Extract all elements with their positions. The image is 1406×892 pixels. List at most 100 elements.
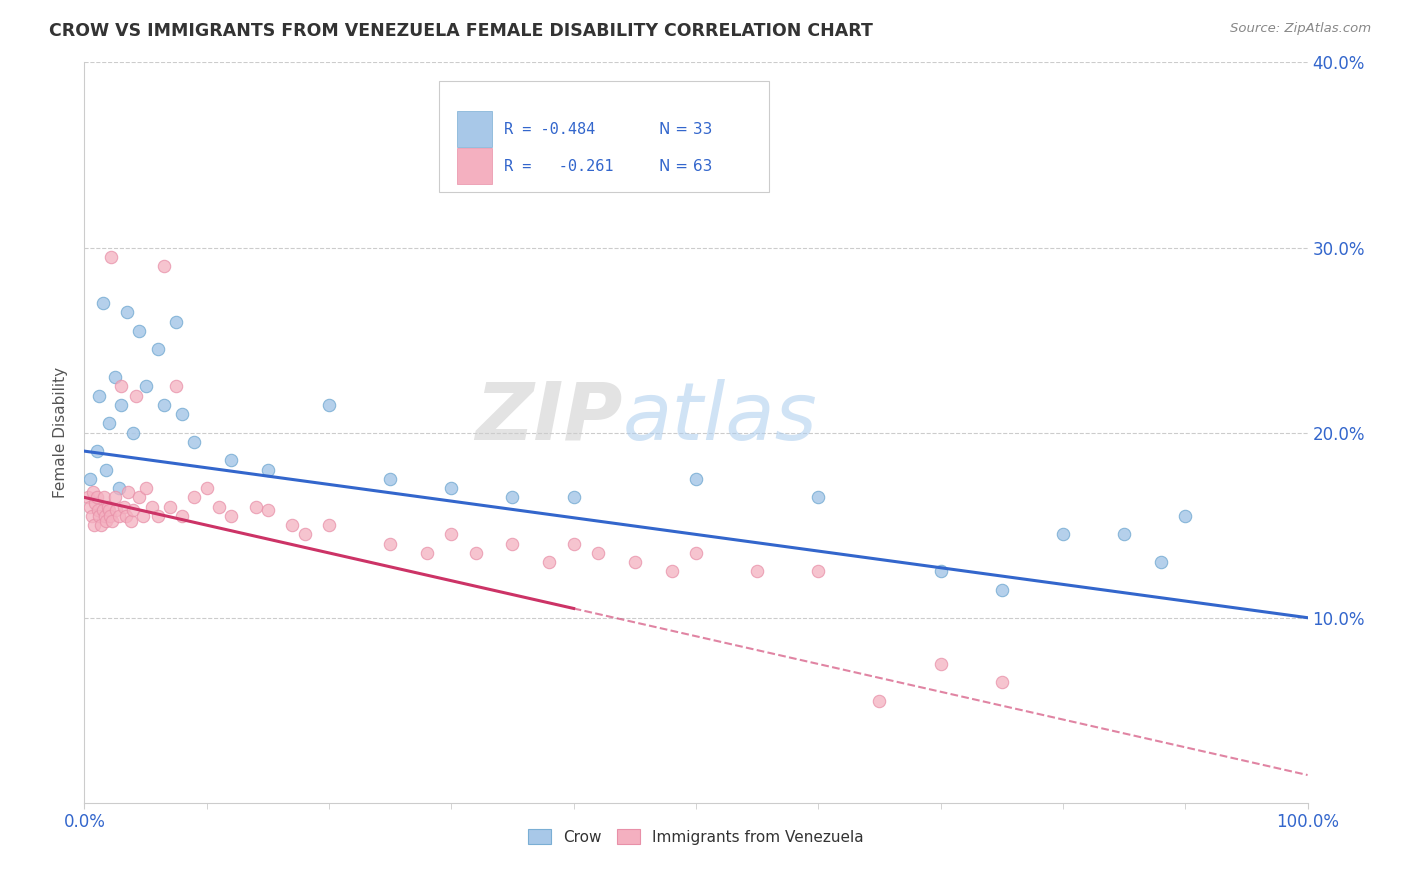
Point [586,546,609,560]
Point [110,379,132,393]
Point [122,503,145,517]
Point [86,491,108,505]
Point [208,500,231,514]
Point [115,508,138,523]
Point [294,527,316,541]
Point [128,491,150,505]
Point [165,379,187,393]
Point [562,536,585,550]
Point [132,508,155,523]
Point [195,481,218,495]
Point [1052,527,1074,541]
Point [991,582,1014,597]
Point [380,472,402,486]
Point [146,343,169,357]
Point [110,398,132,412]
Point [91,296,114,310]
Point [219,453,242,467]
Point [87,388,110,402]
Point [104,491,127,505]
Text: R = -0.484: R = -0.484 [503,121,595,136]
Point [1114,527,1136,541]
Point [94,508,117,523]
Point [96,515,118,529]
Point [146,508,169,523]
Point [125,388,148,402]
Point [380,536,402,550]
Point [117,484,139,499]
Point [135,379,157,393]
Point [107,508,129,523]
Point [318,398,340,412]
Point [159,500,181,514]
Point [87,503,110,517]
Text: ZIP: ZIP [475,379,623,457]
Point [153,259,176,273]
Point [929,565,952,579]
Point [153,398,176,412]
Text: Source: ZipAtlas.com: Source: ZipAtlas.com [1230,22,1371,36]
Text: CROW VS IMMIGRANTS FROM VENEZUELA FEMALE DISABILITY CORRELATION CHART: CROW VS IMMIGRANTS FROM VENEZUELA FEMALE… [49,22,873,40]
Point [1174,508,1197,523]
Point [77,491,100,505]
Point [172,407,194,421]
Point [112,500,135,514]
Point [83,518,105,533]
Point [135,481,157,495]
Point [80,508,103,523]
Point [807,565,830,579]
Point [183,434,205,449]
Point [93,491,115,505]
Point [104,370,127,384]
Point [120,515,142,529]
Point [807,491,830,505]
Point [929,657,952,671]
Point [97,503,120,517]
Point [502,536,524,550]
Point [502,491,524,505]
Point [219,508,242,523]
Point [685,546,707,560]
Point [82,484,104,499]
Point [79,500,101,514]
Point [747,565,769,579]
Point [562,491,585,505]
Text: R =   -0.261: R = -0.261 [503,159,613,174]
Point [165,314,187,328]
Point [141,500,163,514]
Point [281,518,304,533]
Point [96,462,118,476]
Text: N = 33: N = 33 [659,121,713,136]
Text: atlas: atlas [623,379,817,457]
Point [464,546,486,560]
Legend: Crow, Immigrants from Venezuela: Crow, Immigrants from Venezuela [522,822,870,851]
Point [87,508,110,523]
Point [101,515,124,529]
Point [98,508,121,523]
Point [869,694,891,708]
Point [172,508,194,523]
Point [128,324,150,338]
Point [91,503,114,517]
Point [79,472,101,486]
Point [107,481,129,495]
Y-axis label: Female Disability: Female Disability [53,367,69,499]
Point [440,527,463,541]
Point [183,491,205,505]
Point [97,500,120,514]
Point [257,462,280,476]
Point [538,555,561,569]
Point [1150,555,1173,569]
Bar [457,112,492,147]
FancyBboxPatch shape [439,81,769,192]
Point [685,472,707,486]
Point [257,503,280,517]
Point [97,417,120,431]
Point [100,250,122,264]
Point [245,500,267,514]
Point [991,675,1014,690]
Point [84,496,107,510]
Point [105,503,128,517]
Point [318,518,340,533]
Point [86,444,108,458]
